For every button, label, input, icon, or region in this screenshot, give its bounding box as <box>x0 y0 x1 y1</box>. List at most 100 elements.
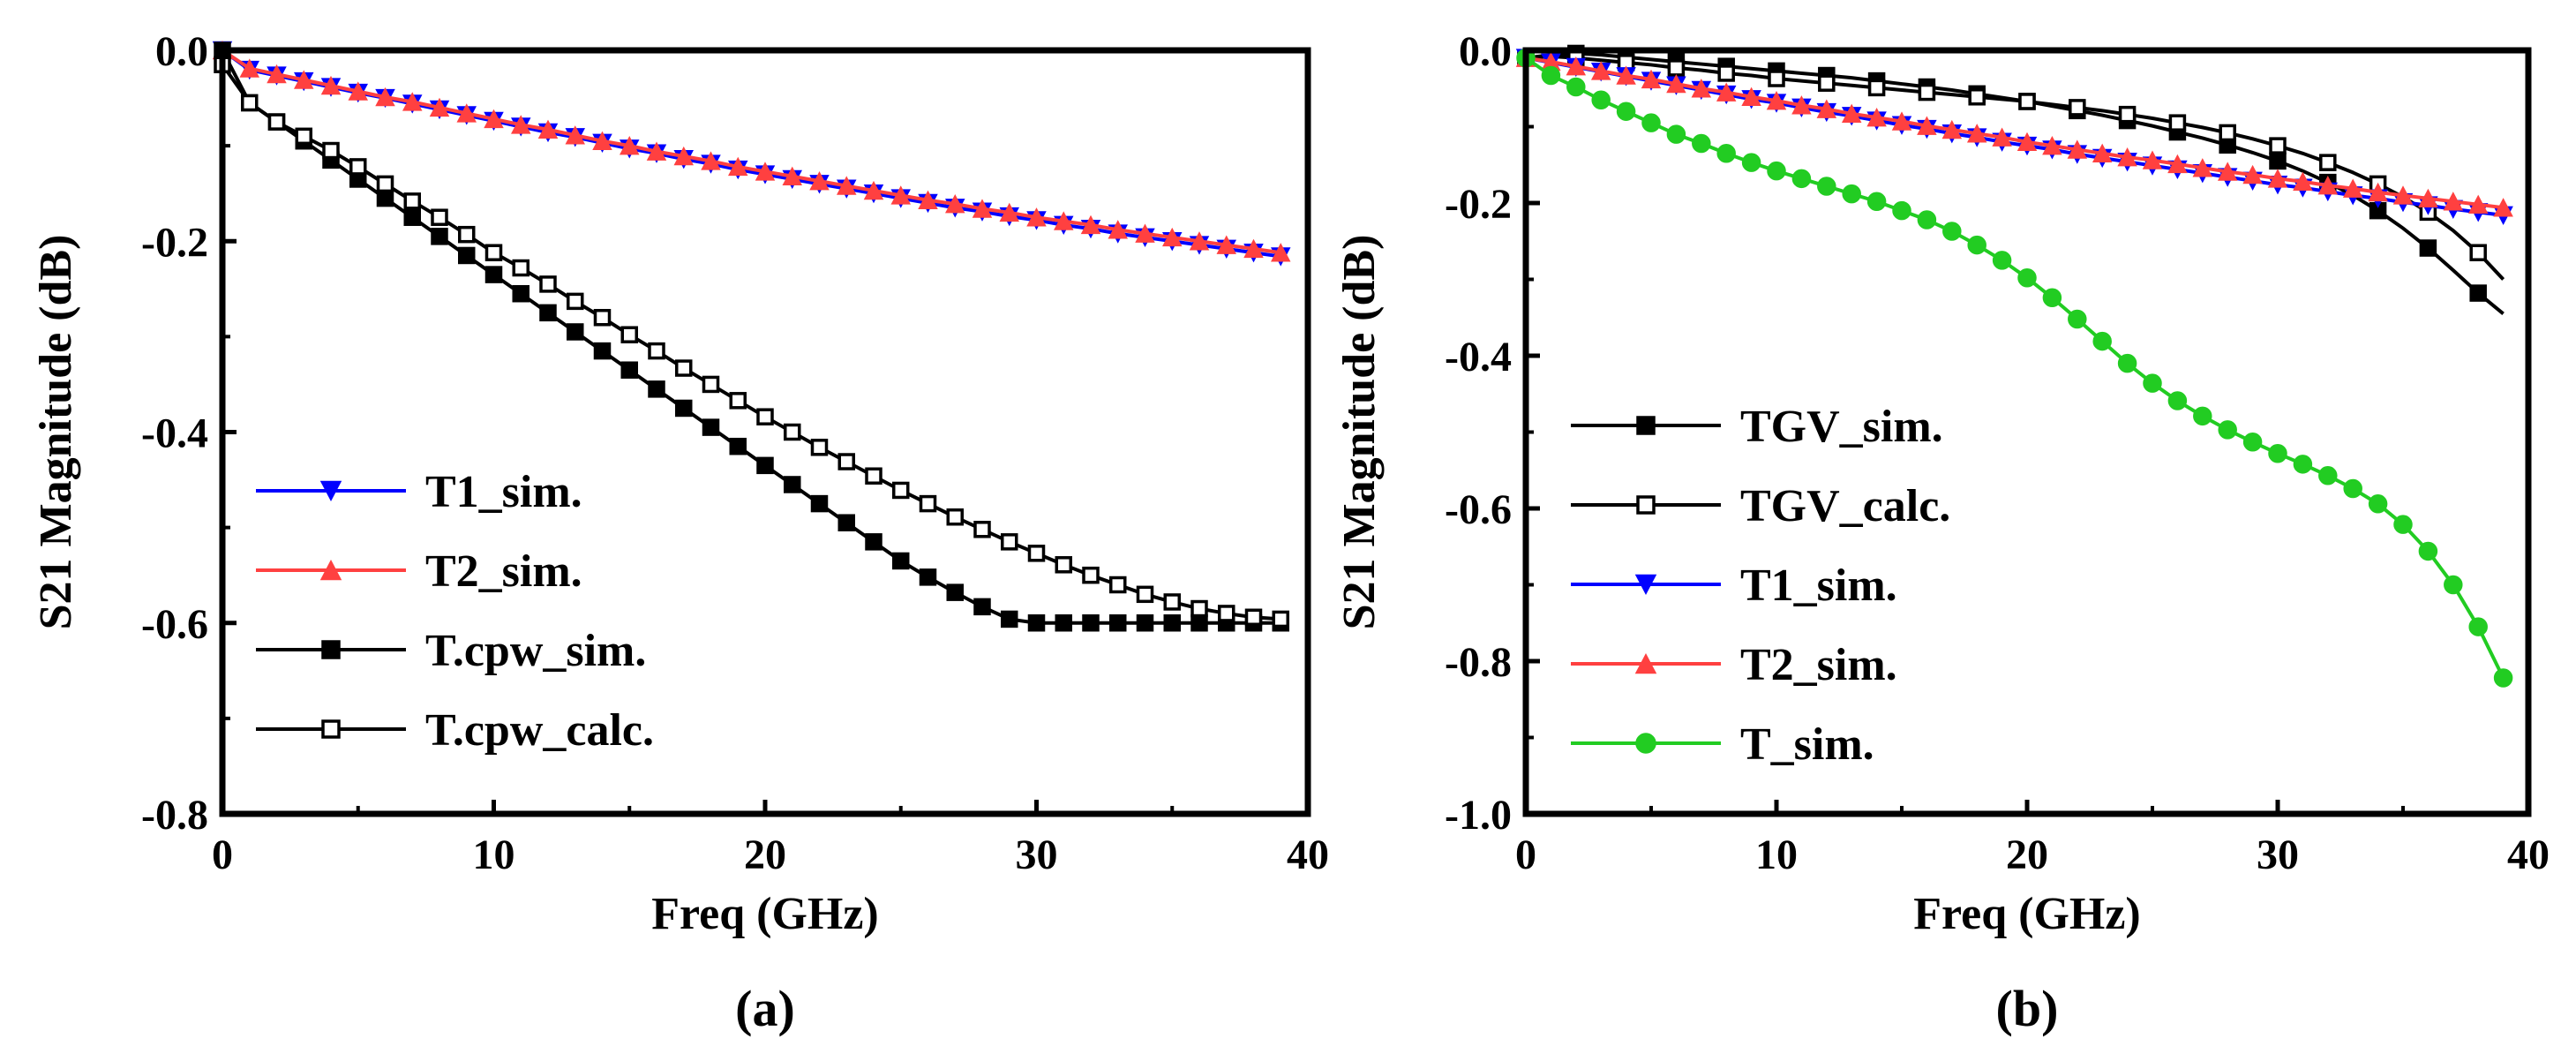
y-tick-label: -0.8 <box>141 792 208 839</box>
data-point <box>295 127 312 146</box>
data-point <box>1055 556 1072 574</box>
data-point <box>1026 207 1047 227</box>
data-point <box>755 162 776 181</box>
data-point <box>1791 169 1812 189</box>
series-tgv-sim <box>1517 44 2505 315</box>
data-point <box>2118 105 2137 124</box>
data-point <box>1867 79 1886 97</box>
data-point <box>1741 87 1761 107</box>
data-point <box>2343 478 2362 499</box>
data-point <box>402 92 423 111</box>
data-point <box>1080 214 1101 235</box>
x-tick-label: 0 <box>1515 832 1536 878</box>
y-axis-title: S21 Magnitude (dB) <box>31 235 81 630</box>
chart-panel-b: 0 10 20 30 40 0.0 -0.2 -0.4 -0.6 -0.8 -1.0 TGV_sim… <box>1334 28 2550 1037</box>
x-tick-label: 20 <box>744 832 786 878</box>
data-point <box>2193 406 2212 426</box>
data-point <box>973 598 991 616</box>
legend-label: TGV_sim. <box>1740 402 1943 452</box>
data-point <box>1866 108 1887 127</box>
data-point <box>784 423 801 441</box>
data-point <box>349 158 367 176</box>
data-point <box>1163 614 1181 632</box>
data-point <box>837 453 855 470</box>
data-point <box>322 141 340 160</box>
data-point <box>1616 65 1636 85</box>
data-point <box>945 193 965 214</box>
data-point <box>782 166 802 185</box>
legend-item: TGV_calc. <box>1571 481 1950 531</box>
data-point <box>1054 211 1074 230</box>
plot-frame <box>219 47 1311 817</box>
data-point <box>1027 545 1046 562</box>
data-point <box>2042 288 2062 308</box>
x-tick-label: 30 <box>1016 832 1058 878</box>
legend-label: T2_sim. <box>425 546 582 597</box>
data-point <box>1968 88 1986 106</box>
data-point <box>2142 150 2163 169</box>
data-point <box>1666 73 1686 94</box>
data-point <box>837 176 857 195</box>
data-point <box>1272 610 1289 628</box>
data-point <box>2167 391 2188 410</box>
data-point <box>863 180 884 200</box>
series-t-cpw-sim <box>214 41 1289 632</box>
data-point <box>376 175 394 193</box>
data-point <box>593 342 612 360</box>
data-point <box>1816 99 1837 118</box>
data-point <box>2293 455 2313 474</box>
data-point <box>675 359 693 377</box>
data-point <box>1109 614 1127 632</box>
data-point <box>567 292 584 311</box>
data-point <box>1917 210 1937 230</box>
data-point <box>2267 169 2288 188</box>
data-point <box>1055 614 1072 632</box>
legend-item: T_sim. <box>1571 719 1874 770</box>
data-point <box>620 136 640 155</box>
data-point <box>1271 243 1291 262</box>
data-point <box>239 58 259 78</box>
legend-marker <box>321 719 341 739</box>
data-point <box>972 199 993 218</box>
y-tick-label: -0.2 <box>1445 181 1512 228</box>
data-point <box>1641 113 1661 132</box>
data-point <box>1566 56 1587 76</box>
series-t2-sim <box>1515 48 2513 217</box>
data-point <box>431 208 448 226</box>
data-point <box>429 97 450 117</box>
y-tick-label: -0.4 <box>1445 334 1512 380</box>
data-point <box>1591 90 1611 109</box>
data-point <box>294 70 314 89</box>
data-point <box>2067 139 2088 159</box>
legend-label: T2_sim. <box>1740 640 1897 690</box>
data-point <box>2016 132 2038 152</box>
y-tick-label: -0.6 <box>1445 486 1512 533</box>
data-point <box>1766 90 1787 110</box>
data-point <box>1716 144 1736 163</box>
data-point <box>241 94 259 112</box>
data-point <box>919 494 937 513</box>
series-layer <box>212 40 1291 632</box>
data-point <box>675 399 693 418</box>
legend-item: T.cpw_sim. <box>256 626 646 676</box>
data-point <box>1244 608 1263 627</box>
panel-label: (a) <box>735 980 795 1037</box>
legend-marker <box>1636 416 1656 435</box>
data-point <box>1866 192 1887 212</box>
data-point <box>1966 124 1987 143</box>
data-point <box>1917 116 1937 135</box>
y-tick-label: 0.0 <box>1459 28 1512 75</box>
data-point <box>1818 74 1836 92</box>
data-point <box>2493 198 2513 217</box>
x-tick-label: 30 <box>2257 832 2299 878</box>
data-point <box>810 494 829 513</box>
y-tick-label: 0.0 <box>155 28 208 75</box>
data-point <box>1892 200 1911 221</box>
legend-label: T.cpw_calc. <box>425 705 654 756</box>
data-point <box>1189 231 1210 251</box>
data-point <box>1590 61 1611 80</box>
data-point <box>1082 614 1100 632</box>
data-point <box>1082 566 1100 584</box>
y-tick-label: -0.6 <box>141 601 208 648</box>
x-tick-label: 20 <box>2006 832 2048 878</box>
